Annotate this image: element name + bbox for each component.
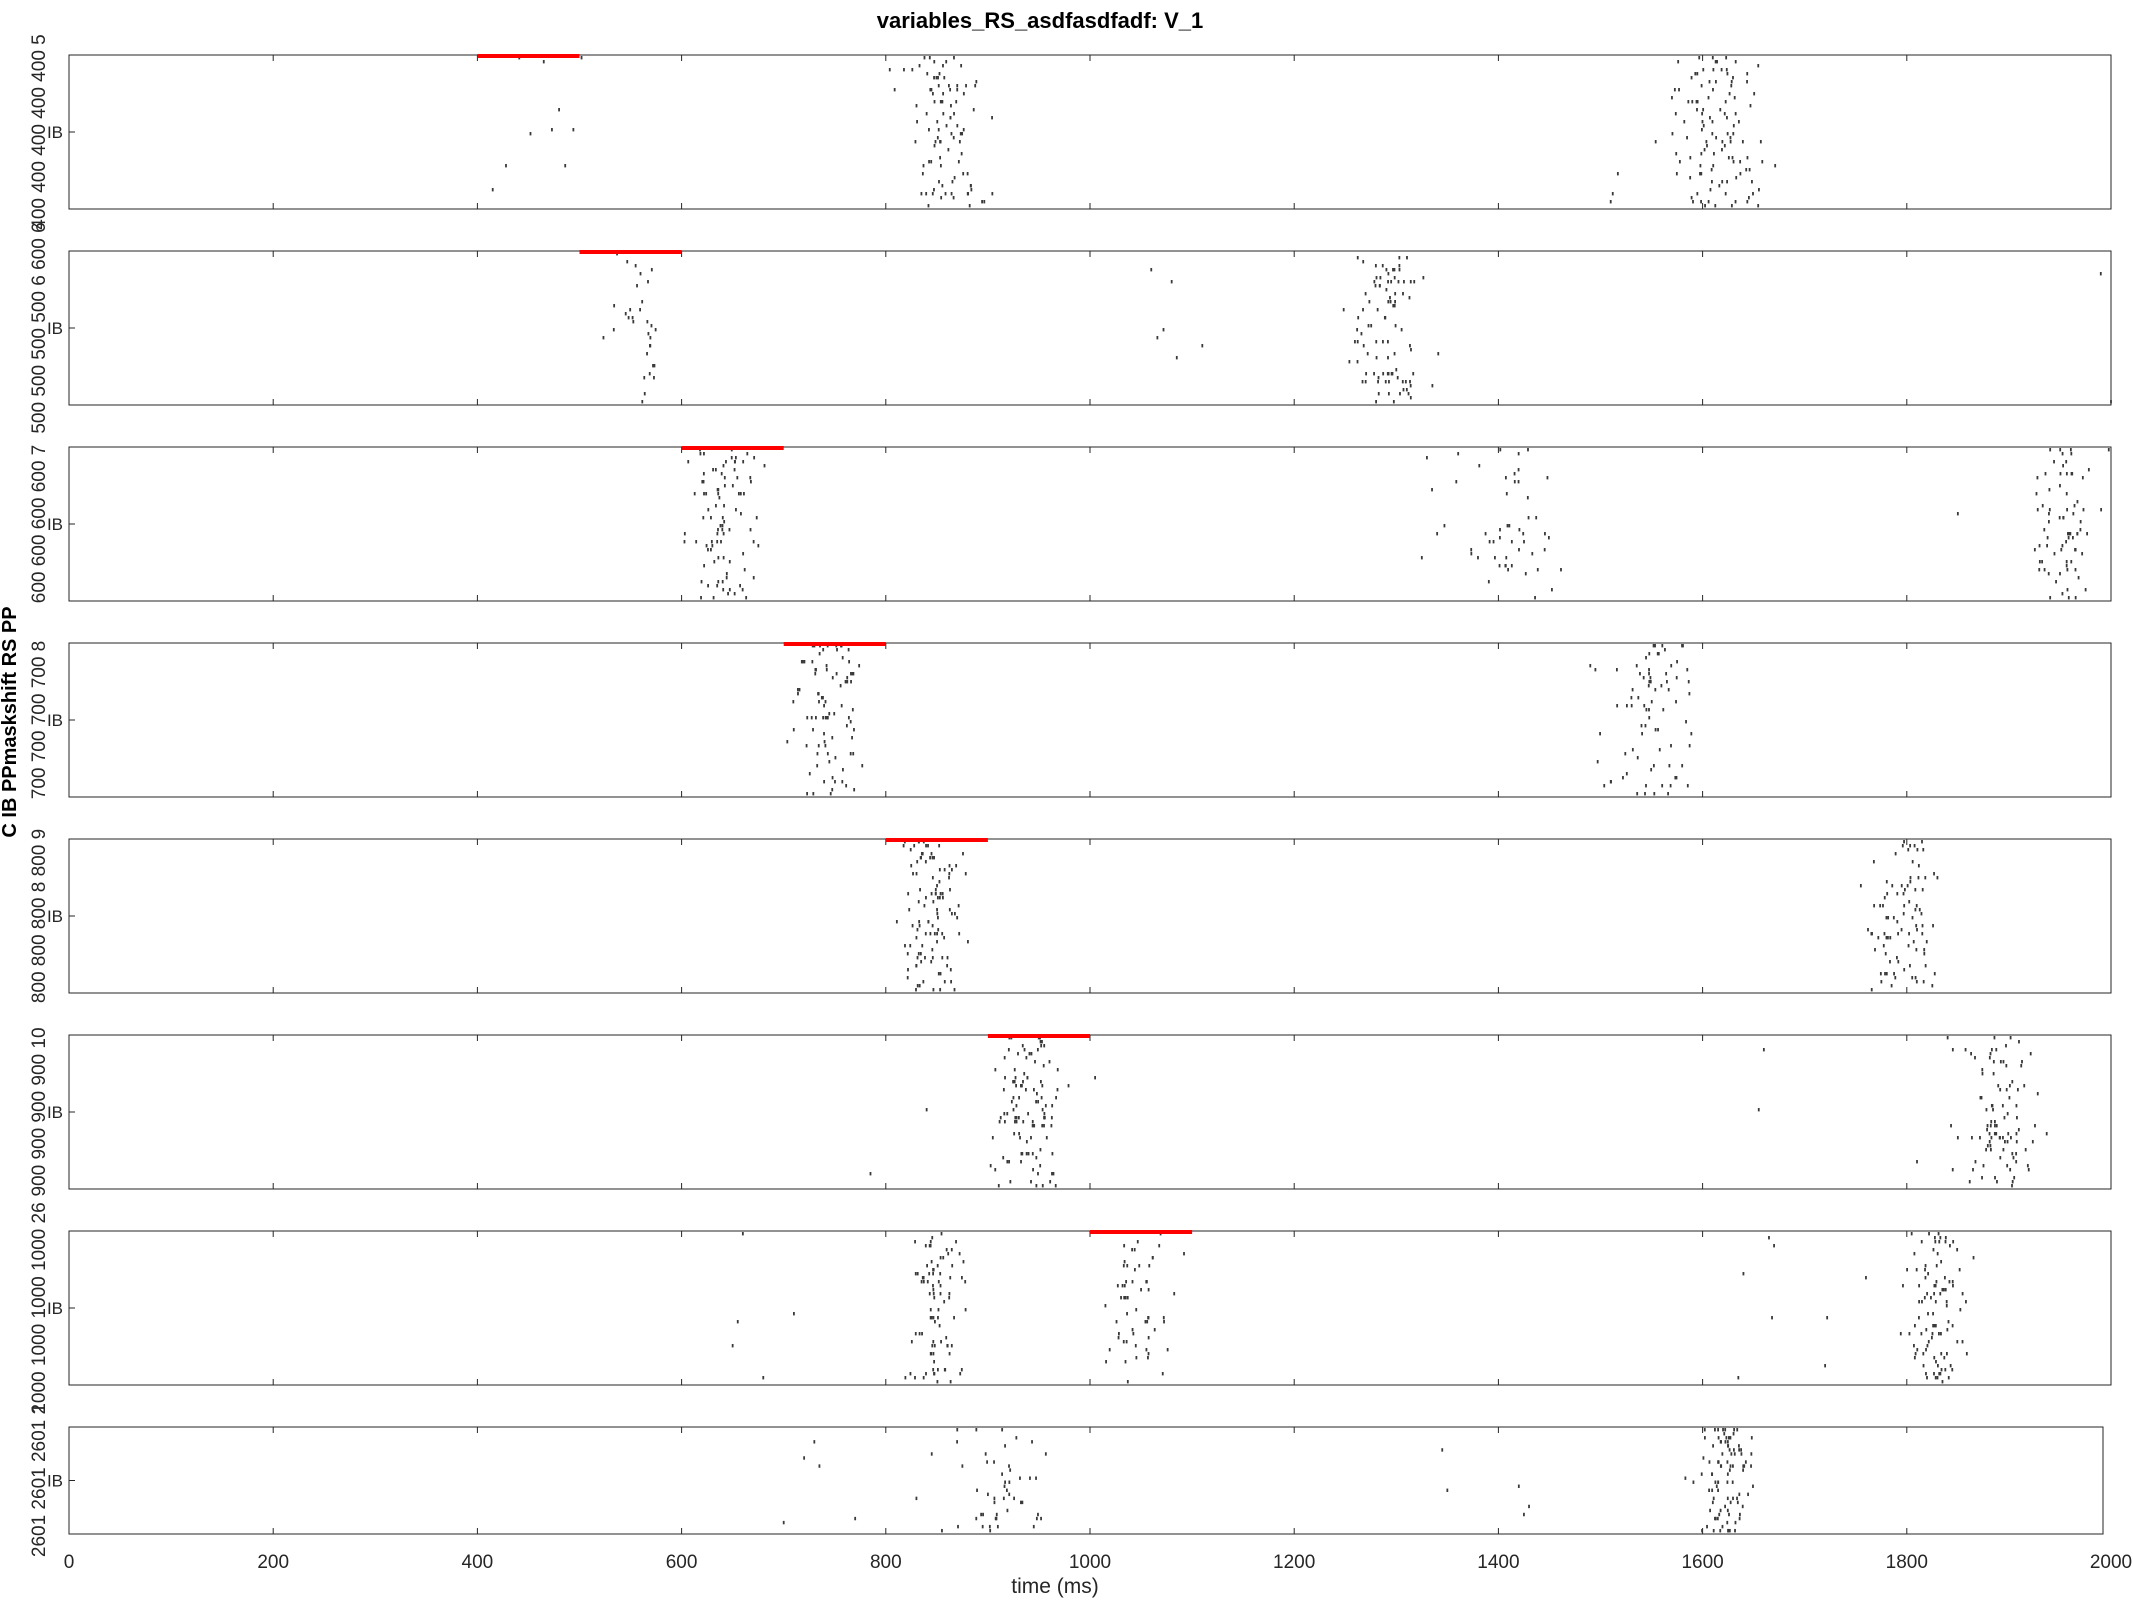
panel-cell-label: IB [47, 711, 63, 730]
spike-group [782, 1428, 1754, 1533]
x-tick-label: 800 [870, 1552, 902, 1573]
panel-cell-label: IB [47, 515, 63, 534]
y-tick-labels: 400 400 400 400 400 5 [29, 34, 50, 229]
spike-group [491, 56, 1777, 208]
y-tick-labels: 600 600 600 600 7 [29, 445, 50, 604]
panel-cell-label: IB [47, 1103, 63, 1122]
x-tick-label: 2000 [2090, 1552, 2132, 1573]
x-tick-label: 1000 [1069, 1552, 1111, 1573]
figure-ylabel: C IB PPmaskshift RS PP [0, 606, 21, 837]
figure-title: variables_RS_asdfasdfadf: V_1 [877, 8, 1204, 33]
panel-frame [68, 1426, 2104, 1535]
panel-frame [68, 54, 2112, 210]
y-tick-labels: 500 500 500 500 6 600 6 [29, 222, 50, 433]
panel-frame [68, 838, 2112, 994]
panel-frame [68, 1230, 2112, 1386]
x-tick-label: 400 [462, 1552, 494, 1573]
panel-cell-label: IB [47, 1299, 63, 1318]
y-tick-labels: 700 700 700 700 8 [29, 641, 50, 800]
spike-group [895, 840, 1939, 992]
x-tick-label: 1600 [1681, 1552, 1723, 1573]
x-axis-label: time (ms) [1011, 1575, 1099, 1598]
x-tick-label: 600 [666, 1552, 698, 1573]
panel-frame [68, 1034, 2112, 1190]
panel-cell-label: IB [47, 1472, 63, 1491]
spike-group [786, 644, 1693, 796]
y-tick-labels: 2601 2601 2601 2 [29, 1404, 50, 1557]
x-tick-label: 1400 [1477, 1552, 1519, 1573]
panel-cell-label: IB [47, 319, 63, 338]
spike-group [683, 448, 2110, 600]
panel-frame [68, 446, 2112, 602]
spike-group [602, 252, 2112, 404]
x-tick-label: 1800 [1886, 1552, 1928, 1573]
x-tick-label: 0 [64, 1552, 75, 1573]
panel-frame [68, 250, 2112, 406]
y-tick-labels: 900 900 900 900 10 [29, 1027, 50, 1196]
panel-cell-label: IB [47, 907, 63, 926]
y-tick-labels: 1000 1000 1000 1000 26 [29, 1202, 50, 1413]
x-tick-label: 200 [257, 1552, 289, 1573]
x-tick-label: 1200 [1273, 1552, 1315, 1573]
panel-frame [68, 642, 2112, 798]
panel-cell-label: IB [47, 123, 63, 142]
x-axis: 0 200 400 600 800 1000 1200 1400 1600 1800 2000 [64, 1552, 2132, 1573]
y-tick-labels: 800 800 800 8 800 9 [29, 829, 50, 1003]
spike-group [731, 1232, 1975, 1384]
